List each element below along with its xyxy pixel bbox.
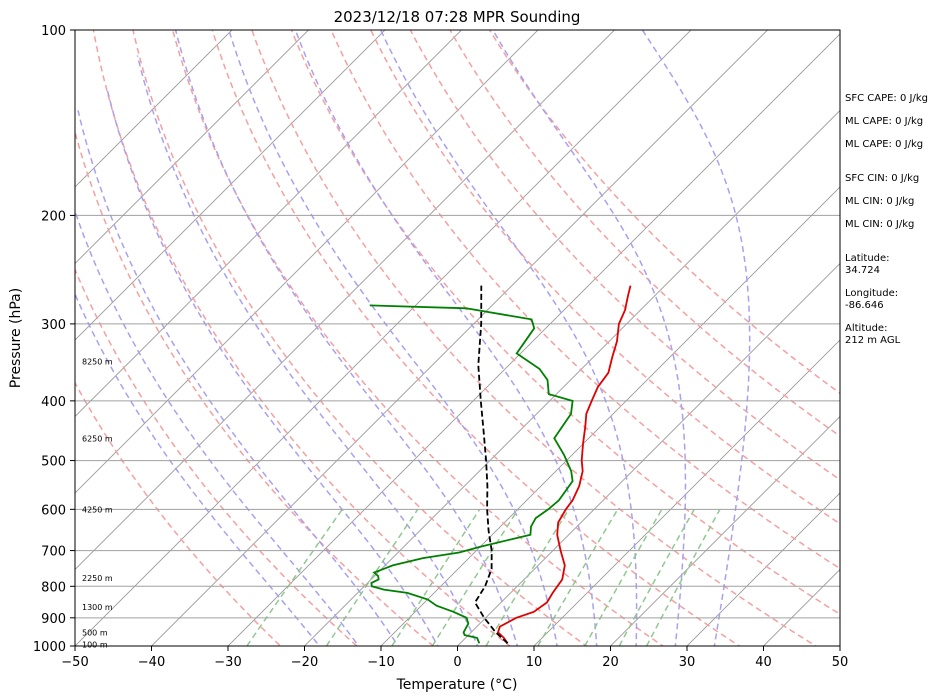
dry-adiabat-line — [171, 30, 665, 646]
isotherm-line — [533, 339, 840, 646]
x-axis: −50 −40 −30 −20 −10 0 10 20 30 40 50 — [61, 646, 848, 670]
height-label: 4250 m — [82, 505, 113, 514]
mixing-ratio-line — [537, 508, 619, 646]
y-tick-label: 1000 — [33, 640, 66, 655]
moist-adiabat-line — [77, 110, 399, 646]
sfc-cape: SFC CAPE: 0 J/kg — [845, 93, 928, 104]
ml-cin-2: ML CIN: 0 J/kg — [845, 219, 915, 230]
x-tick-label: −40 — [138, 655, 165, 670]
ml-cape-1: ML CAPE: 0 J/kg — [845, 116, 924, 127]
isotherm-line — [380, 186, 840, 646]
dry-adiabat-line — [330, 30, 840, 570]
dry-adiabat-line — [75, 267, 359, 646]
height-label: 8250 m — [82, 357, 113, 366]
dry-adiabat-line — [132, 30, 588, 646]
sounding-series-0 — [496, 285, 632, 644]
x-tick-label: 40 — [755, 655, 772, 670]
mixing-ratio-line — [485, 508, 570, 646]
isotherm-line — [75, 30, 233, 188]
sounding-series-1 — [369, 304, 574, 644]
y-tick-label: 600 — [41, 503, 66, 518]
isotherm-line — [686, 492, 840, 646]
height-label: 1300 m — [82, 603, 113, 612]
y-tick-label: 900 — [41, 612, 66, 627]
dry-adiabat-line — [488, 30, 840, 395]
isotherm-line — [456, 262, 840, 646]
x-tick-label: 30 — [679, 655, 696, 670]
x-tick-label: 0 — [453, 655, 461, 670]
mixing-ratio-line — [645, 508, 721, 646]
height-label: 6250 m — [82, 434, 113, 443]
x-tick-label: −50 — [61, 655, 88, 670]
moist-adiabat-line — [294, 30, 598, 646]
sounding-series-2 — [473, 285, 509, 644]
sounding-traces — [369, 285, 632, 644]
y-tick-label: 200 — [41, 209, 66, 224]
x-tick-label: 10 — [526, 655, 543, 670]
mixing-ratio-line — [584, 508, 663, 646]
x-tick-label: 50 — [832, 655, 849, 670]
latitude: Latitude: 34.724 — [845, 253, 890, 276]
isotherm-line — [75, 30, 310, 265]
reference-lines — [75, 30, 840, 646]
dry-adiabat-line — [75, 381, 282, 646]
mixing-ratio-line — [618, 508, 695, 646]
x-tick-label: −30 — [214, 655, 241, 670]
moist-adiabat-line — [641, 30, 751, 646]
mixing-ratio-line — [431, 508, 519, 646]
y-tick-label: 700 — [41, 545, 66, 560]
ml-cape-2: ML CAPE: 0 J/kg — [845, 139, 924, 150]
moist-adiabat-line — [106, 89, 439, 646]
moist-adiabat-line — [75, 292, 321, 646]
dry-adiabat-line — [251, 30, 818, 646]
dry-adiabat-line — [369, 30, 840, 525]
isotherm-line — [227, 33, 840, 646]
dry-adiabat-line — [211, 30, 741, 646]
isotherm-line — [303, 109, 840, 646]
isotherm-line — [75, 30, 616, 571]
height-label: 500 m — [82, 628, 108, 637]
y-tick-label: 100 — [41, 24, 66, 39]
height-labels: 100 m 500 m 1300 m 2250 m 4250 m 6250 m 8250 m — [82, 357, 113, 649]
y-axis-label: Pressure (hPa) — [8, 288, 24, 388]
isotherm-line — [609, 415, 840, 646]
y-tick-label: 400 — [41, 395, 66, 410]
moist-adiabat-line — [228, 30, 558, 646]
x-tick-label: −20 — [291, 655, 318, 670]
moist-adiabat-line — [379, 30, 638, 646]
y-tick-label: 800 — [41, 580, 66, 595]
ml-cin-1: ML CIN: 0 J/kg — [845, 196, 915, 207]
isotherm-line — [75, 30, 386, 341]
altitude: Altitude: 212 m AGL — [845, 323, 901, 346]
dry-adiabat-line — [409, 30, 840, 481]
chart-title: 2023/12/18 07:28 MPR Sounding — [334, 8, 581, 26]
y-tick-label: 300 — [41, 318, 66, 333]
isotherm-line — [75, 30, 539, 494]
longitude: Longitude: -86.646 — [845, 288, 899, 311]
isotherm-line — [75, 30, 463, 418]
sfc-cin: SFC CIN: 0 J/kg — [845, 173, 920, 184]
x-axis-label: Temperature (°C) — [396, 677, 518, 693]
mixing-ratio-line — [246, 508, 343, 646]
y-tick-label: 500 — [41, 455, 66, 470]
isotherm-line — [150, 30, 769, 646]
height-label: 100 m — [82, 641, 108, 650]
x-tick-label: −10 — [367, 655, 394, 670]
moist-adiabat-line — [492, 30, 687, 646]
moist-adiabat-line — [174, 30, 519, 646]
dry-adiabat-line — [92, 30, 512, 646]
y-axis: 100 200 300 400 500 600 700 800 900 1000 — [33, 24, 75, 655]
dry-adiabat-line — [290, 30, 840, 616]
moist-adiabat-line — [136, 55, 479, 646]
height-label: 2250 m — [82, 574, 113, 583]
x-tick-label: 20 — [602, 655, 619, 670]
